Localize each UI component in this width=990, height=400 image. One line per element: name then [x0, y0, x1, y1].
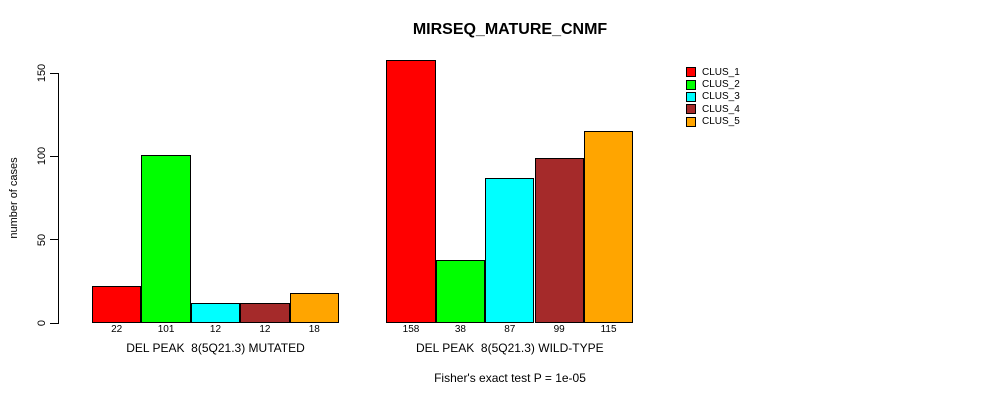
legend-label: CLUS_3	[702, 91, 740, 103]
bar-group1-clus_1	[92, 286, 142, 323]
y-axis-label: number of cases	[8, 157, 20, 239]
chart-title: MIRSEQ_MATURE_CNMF	[412, 21, 608, 38]
legend-swatch-clus_4	[686, 104, 696, 115]
legend-swatch-clus_3	[686, 91, 696, 102]
bar-value-label: 22	[111, 324, 123, 335]
bar-value-label: 38	[454, 324, 466, 335]
legend-row-clus_4: CLUS_4	[686, 103, 740, 115]
legend: CLUS_1 CLUS_2 CLUS_3 CLUS_4 CLUS_5	[686, 66, 740, 128]
y-tick-label-50: 50	[36, 233, 48, 246]
legend-swatch-clus_5	[686, 116, 696, 127]
bar-value-label: 12	[209, 324, 222, 335]
bar-group2-clus_5	[583, 131, 634, 323]
legend-row-clus_5: CLUS_5	[686, 116, 740, 128]
y-tick-label-0: 0	[36, 319, 48, 327]
bar-group2-clus_3	[485, 178, 535, 323]
y-tick-mark-0	[50, 322, 58, 324]
bar-group1-clus_5	[289, 293, 339, 323]
y-tick-mark-100	[50, 155, 58, 157]
y-tick-mark-50	[50, 239, 58, 241]
fisher-test-note: Fisher's exact test P = 1e-05	[434, 371, 586, 385]
y-axis-line	[58, 73, 59, 324]
bar-value-label: 12	[259, 324, 271, 335]
group-label-2: DEL PEAK 8(5Q21.3) WILD-TYPE	[415, 341, 604, 355]
legend-swatch-clus_1	[686, 67, 696, 78]
bar-group2-clus_1	[386, 59, 436, 323]
legend-row-clus_3: CLUS_3	[686, 91, 740, 103]
bar-value-label: 18	[308, 324, 320, 335]
legend-swatch-clus_2	[686, 79, 696, 90]
bar-group1-clus_4	[240, 303, 290, 323]
bar-group2-clus_4	[534, 158, 584, 323]
group-label-1: DEL PEAK 8(5Q21.3) MUTATED	[126, 341, 305, 355]
legend-label: CLUS_5	[702, 116, 740, 128]
bar-group1-clus_3	[190, 303, 241, 323]
y-tick-mark-150	[50, 72, 58, 74]
bar-group2-clus_2	[435, 259, 486, 323]
bar-value-label: 115	[600, 324, 617, 335]
legend-label: CLUS_2	[702, 79, 740, 91]
bar-group1-clus_2	[141, 154, 191, 323]
legend-row-clus_2: CLUS_2	[686, 78, 740, 90]
legend-label: CLUS_1	[702, 66, 740, 78]
legend-row-clus_1: CLUS_1	[686, 66, 740, 78]
bar-value-label: 101	[157, 324, 175, 335]
y-tick-label-100: 100	[36, 147, 48, 166]
bar-value-label: 99	[553, 324, 565, 335]
legend-label: CLUS_4	[702, 103, 740, 115]
y-tick-label-150: 150	[36, 63, 48, 83]
bar-value-label: 87	[504, 324, 516, 335]
bar-value-label: 158	[402, 324, 420, 335]
